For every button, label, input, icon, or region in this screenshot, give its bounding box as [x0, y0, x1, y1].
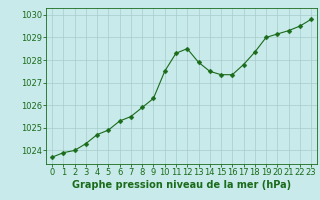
X-axis label: Graphe pression niveau de la mer (hPa): Graphe pression niveau de la mer (hPa) [72, 180, 291, 190]
